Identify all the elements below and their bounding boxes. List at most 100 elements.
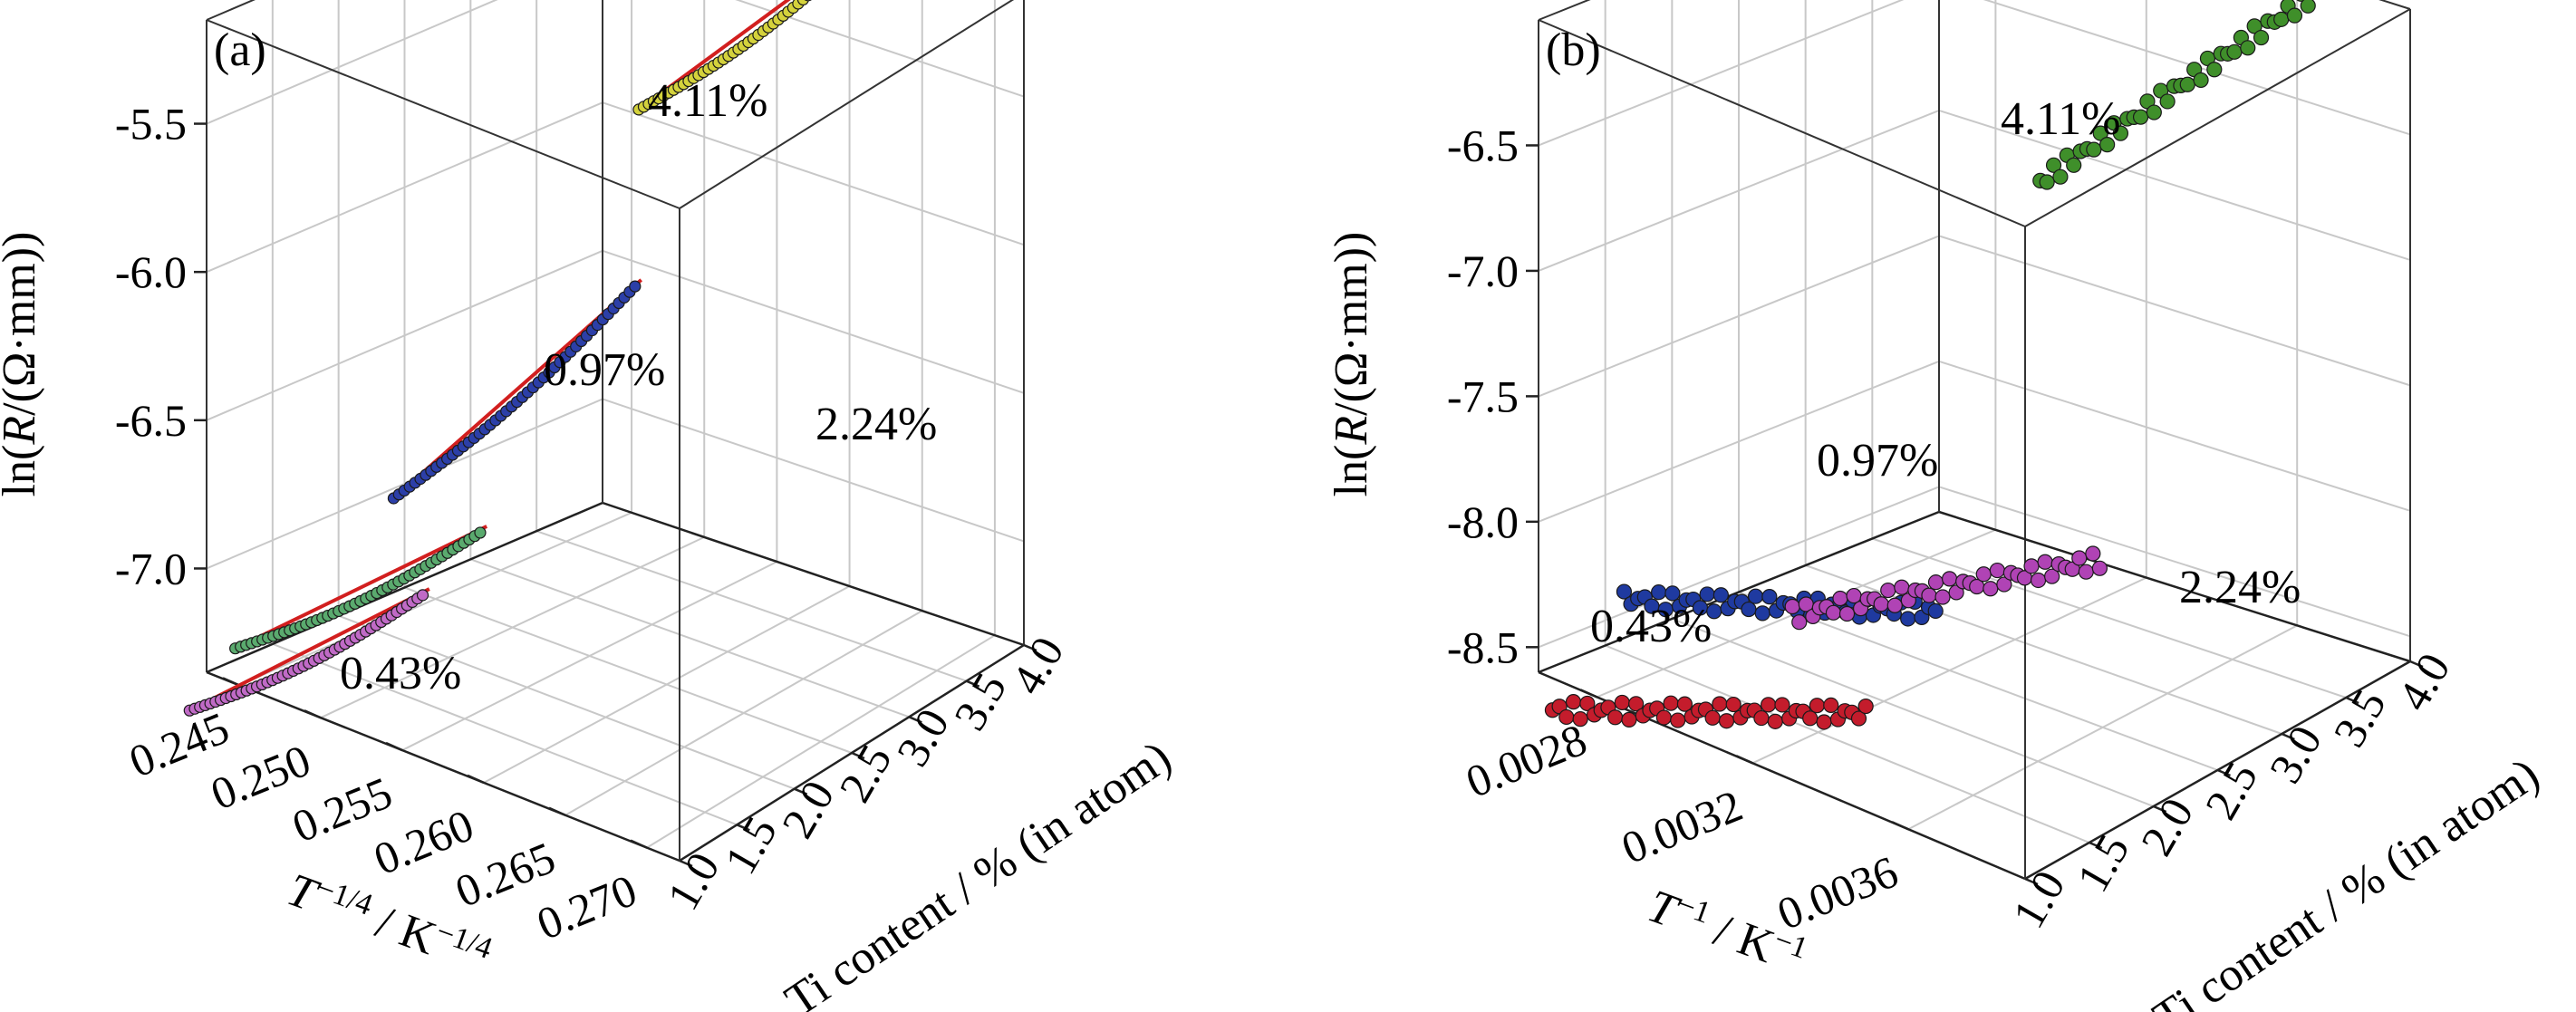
- data-point: [1838, 605, 1856, 622]
- panel-label: (a): [214, 24, 266, 76]
- data-point: [1725, 696, 1741, 713]
- data-point: [474, 526, 487, 539]
- data-point: [1614, 694, 1630, 711]
- grid-line: [1938, 486, 2411, 638]
- data-point: [1747, 588, 1764, 604]
- data-point: [1846, 587, 1862, 604]
- y-tick: [908, 716, 922, 724]
- z-axis-title-pre: ln(: [0, 445, 45, 497]
- z-axis-title: ln(R/(Ω·mm)): [1326, 232, 1377, 497]
- data-point: [1628, 696, 1645, 712]
- data-point: [1718, 713, 1735, 729]
- panel-label: (b): [1546, 24, 1601, 76]
- data-point: [2071, 550, 2088, 566]
- y-tick: [2345, 696, 2359, 705]
- z-axis-title-pre: ln(: [1326, 445, 1377, 497]
- data-point: [1558, 708, 1575, 726]
- y-tick: [2024, 877, 2039, 886]
- x-tick-label: 0.0028: [1459, 714, 1593, 807]
- y-tick: [851, 751, 865, 760]
- grid-line: [1605, 644, 2090, 843]
- data-point: [1791, 614, 1808, 631]
- y-tick: [794, 787, 808, 795]
- data-point: [2273, 11, 2290, 27]
- z-axis-title-var: R: [1326, 416, 1377, 446]
- data-point: [1616, 583, 1633, 600]
- z-axis-title: ln(R/(Ω·mm)): [0, 232, 45, 497]
- axis-line: [206, 501, 603, 674]
- x-tick: [548, 806, 566, 816]
- data-point: [2179, 76, 2195, 92]
- fit-line: [188, 587, 430, 712]
- grid-line: [535, 530, 967, 682]
- data-point: [2132, 109, 2149, 125]
- series-0-97pct: [229, 525, 488, 655]
- data-point: [1670, 712, 1686, 728]
- series-4-11pct: [632, 0, 812, 116]
- data-point: [1927, 602, 1944, 620]
- data-point: [2300, 0, 2316, 14]
- data-point: [1850, 710, 1867, 727]
- data-point: [1712, 696, 1728, 712]
- x-tick: [304, 709, 322, 719]
- data-point: [2078, 564, 2094, 580]
- data-point: [1774, 697, 1790, 713]
- series-annotation: 4.11%: [648, 75, 767, 127]
- grid-line: [1671, 618, 2155, 807]
- data-point: [1651, 584, 1667, 601]
- grid-line: [1872, 537, 2347, 699]
- data-point: [2193, 72, 2209, 89]
- data-point: [2086, 141, 2102, 158]
- data-point: [1664, 585, 1681, 602]
- grid-line: [1938, 360, 2411, 512]
- series-annotation: 4.11%: [2001, 93, 2120, 145]
- data-point: [2206, 62, 2223, 78]
- series-0-43pct: [183, 587, 430, 717]
- data-point: [1927, 574, 1944, 591]
- z-tick-label: -8.0: [1447, 496, 1519, 547]
- series-2-24pct: [1784, 545, 2108, 631]
- data-point: [2092, 125, 2108, 141]
- data-point: [1802, 710, 1819, 727]
- data-point: [1823, 697, 1839, 713]
- data-point: [2286, 7, 2303, 24]
- data-point: [1565, 694, 1582, 710]
- z-axis-title-post: /(Ω·mm)): [0, 232, 45, 416]
- data-point: [2085, 545, 2101, 562]
- data-point: [2146, 104, 2162, 120]
- data-point: [1825, 604, 1842, 621]
- y-tick-label: 2.5: [2195, 753, 2268, 827]
- axis-line: [1938, 510, 2411, 663]
- grid-line: [602, 101, 1025, 246]
- data-point: [1579, 695, 1596, 712]
- data-point: [796, 0, 809, 6]
- x-tick: [385, 741, 403, 752]
- z-tick-label: -6.5: [115, 395, 187, 446]
- x-tick: [467, 774, 485, 785]
- x-tick: [1579, 689, 1597, 699]
- x-tick: [1735, 755, 1753, 765]
- data-point: [1754, 605, 1770, 622]
- data-point: [2066, 157, 2082, 173]
- axes-frame: [206, 0, 1025, 863]
- z-tick-label: -6.5: [1447, 120, 1519, 170]
- axis-line: [206, 19, 680, 209]
- y-tick-label: 3.0: [2259, 717, 2331, 791]
- data-point: [804, 0, 812, 2]
- series-annotation: 0.97%: [544, 344, 665, 396]
- data-point: [1655, 709, 1672, 726]
- grid-line: [1938, 235, 2411, 387]
- data-point: [629, 280, 642, 293]
- chart-panel-a: -7.0-6.5-6.0-5.50.2450.2500.2550.2600.26…: [0, 0, 1181, 1012]
- series-annotation: 0.97%: [1817, 435, 1938, 487]
- z-axis-title-var: R: [0, 416, 45, 446]
- data-point: [1894, 579, 1910, 595]
- data-point: [1809, 698, 1825, 714]
- y-tick: [1023, 643, 1037, 652]
- data-point: [1996, 576, 2012, 593]
- axis-line: [206, 670, 680, 863]
- z-tick-label: -7.5: [1447, 371, 1519, 421]
- y-tick-label: 2.0: [2131, 789, 2204, 863]
- data-point: [1606, 709, 1624, 726]
